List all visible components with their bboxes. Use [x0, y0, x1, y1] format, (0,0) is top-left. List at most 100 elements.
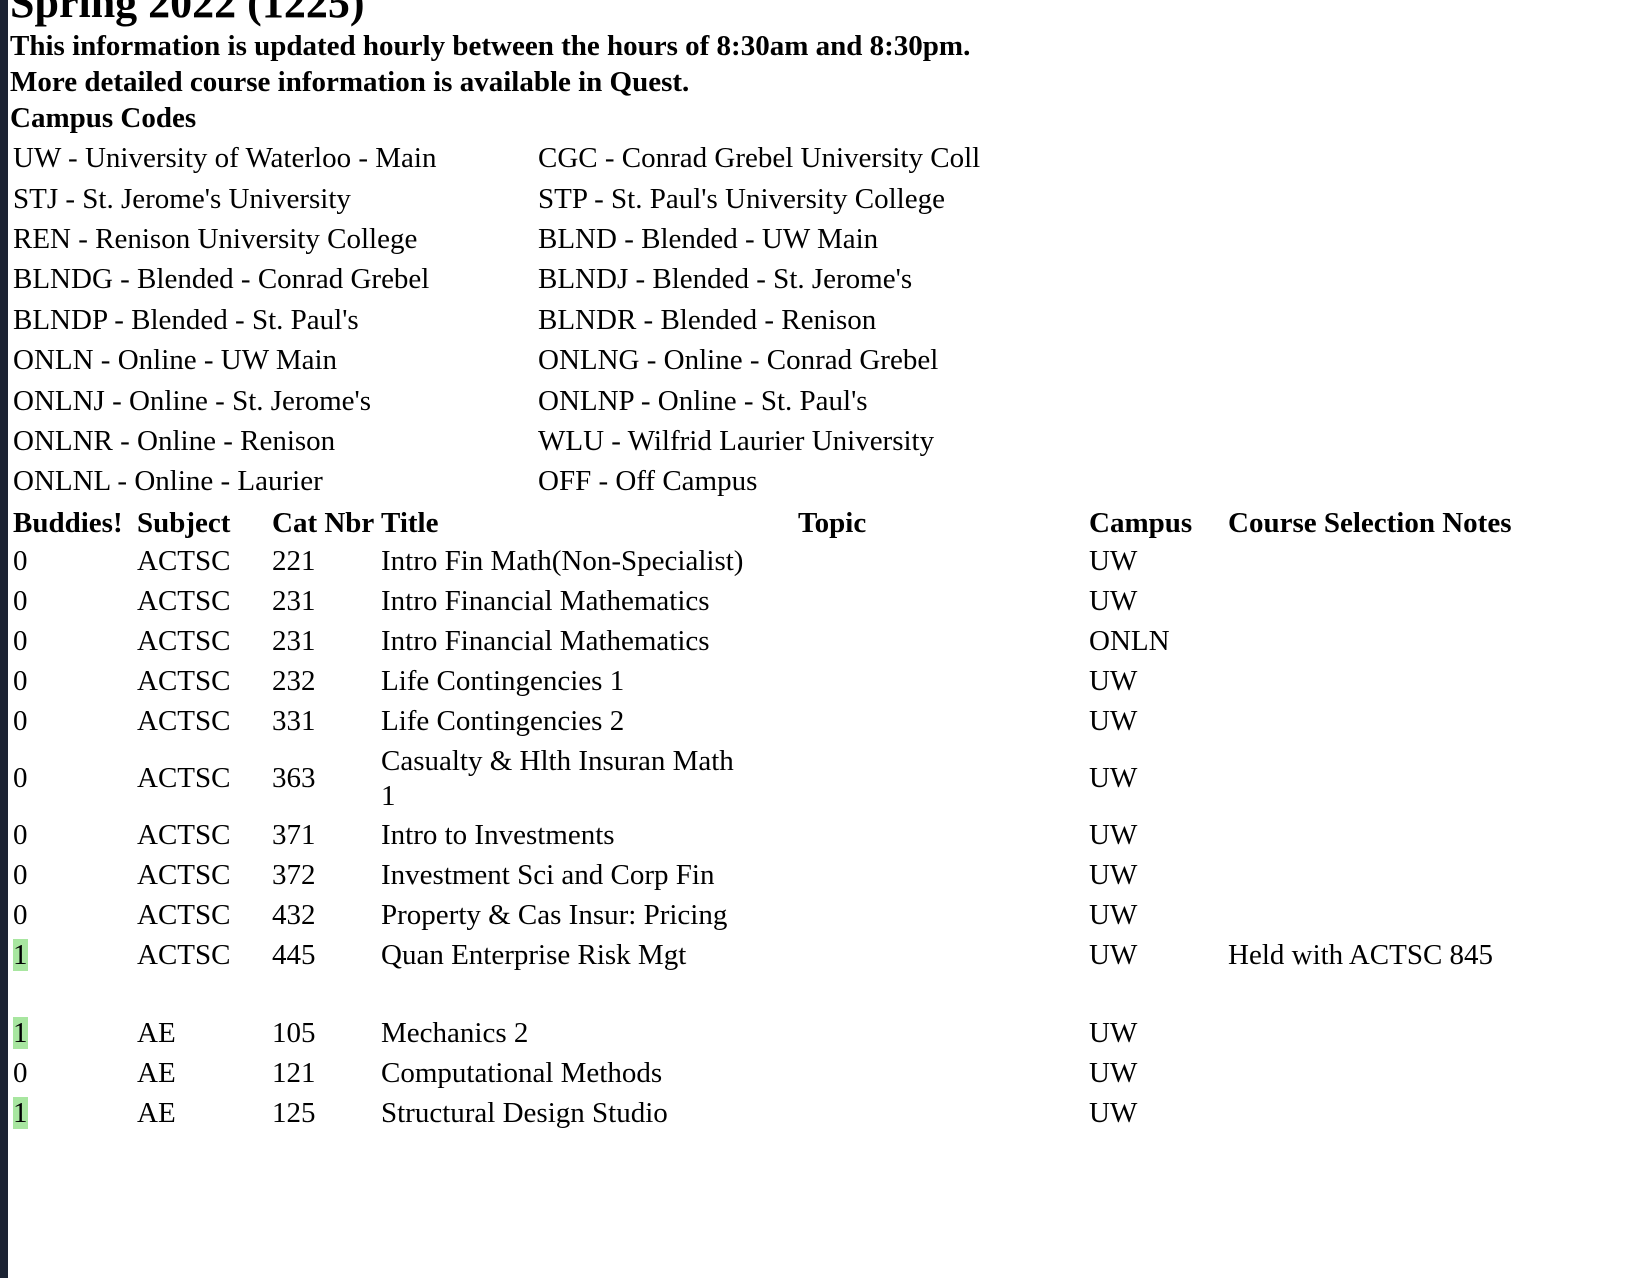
table-row: 0 AE 121 Computational Methods UW [10, 1054, 1610, 1094]
buddies-value: 1 [13, 1097, 28, 1130]
header-subject[interactable]: Subject [137, 506, 231, 539]
row-spacer [10, 976, 1610, 1014]
buddies-count[interactable]: 1 [10, 936, 134, 976]
buddies-count[interactable]: 1 [10, 1014, 134, 1054]
campus-cell: UW [1089, 762, 1138, 795]
campus-code-entry: WLU - Wilfrid Laurier University [538, 424, 935, 457]
topic-cell [758, 856, 1086, 896]
title-cell: Mechanics 2 [381, 1017, 529, 1050]
campus-code-entry: ONLN - Online - UW Main [13, 344, 338, 377]
table-row: 1 AE 125 Structural Design Studio UW [10, 1094, 1610, 1134]
buddies-count[interactable]: 0 [10, 702, 134, 742]
campus-code-entry: BLNDR - Blended - Renison [538, 303, 877, 336]
campus-code-row: ONLNJ - Online - St. Jerome's ONLNP - Onl… [10, 380, 982, 420]
buddies-value: 1 [13, 939, 28, 972]
buddies-count[interactable]: 0 [10, 542, 134, 582]
cat-nbr-cell: 445 [272, 939, 316, 972]
subject-cell: ACTSC [137, 762, 231, 795]
buddies-value: 0 [13, 819, 28, 852]
buddies-count[interactable]: 0 [10, 662, 134, 702]
topic-cell [758, 742, 1086, 816]
campus-cell: ONLN [1089, 625, 1170, 658]
campus-code-entry: ONLNP - Online - St. Paul's [538, 384, 868, 417]
notes-cell [1225, 816, 1610, 856]
table-row: 0 ACTSC 231 Intro Financial Mathematics UW [10, 582, 1610, 622]
campus-cell: UW [1089, 819, 1138, 852]
cat-nbr-cell: 221 [272, 545, 316, 578]
campus-code-entry: OFF - Off Campus [538, 465, 758, 498]
notes-cell [1225, 1054, 1610, 1094]
title-cell: Intro Financial Mathematics [381, 625, 710, 658]
campus-code-entry: BLND - Blended - UW Main [538, 222, 879, 255]
buddies-value: 0 [13, 859, 28, 892]
header-campus[interactable]: Campus [1089, 506, 1193, 539]
table-row: 0 ACTSC 232 Life Contingencies 1 UW [10, 662, 1610, 702]
table-row: 1 ACTSC 445 Quan Enterprise Risk Mgt UW Held … [10, 936, 1610, 976]
campus-code-row: UW - University of Waterloo - Main CGC - … [10, 138, 982, 178]
table-row: 0 ACTSC 231 Intro Financial Mathematics ONLN [10, 622, 1610, 662]
notes-cell: Held with ACTSC 845 [1228, 939, 1494, 972]
buddies-count[interactable]: 0 [10, 896, 134, 936]
buddies-count[interactable]: 0 [10, 742, 134, 816]
subject-cell: AE [137, 1097, 176, 1130]
topic-cell [758, 936, 1086, 976]
cat-nbr-cell: 371 [272, 819, 316, 852]
subject-cell: ACTSC [137, 705, 231, 738]
topic-cell [758, 622, 1086, 662]
header-topic[interactable]: Topic [798, 506, 867, 539]
info-line-quest: More detailed course information is avai… [10, 66, 690, 98]
table-header-row: Buddies! Subject Cat Nbr Title Topic Cam… [10, 504, 1610, 542]
table-row: 0 ACTSC 221 Intro Fin Math(Non-Specialist) U… [10, 542, 1610, 582]
topic-cell [758, 582, 1086, 622]
notes-cell [1225, 1014, 1610, 1054]
campus-code-row: BLNDG - Blended - Conrad Grebel BLNDJ - B… [10, 259, 982, 299]
buddies-count[interactable]: 0 [10, 816, 134, 856]
info-line-update: This information is updated hourly betwe… [10, 30, 971, 62]
header-buddies[interactable]: Buddies! [13, 506, 123, 539]
buddies-count[interactable]: 0 [10, 622, 134, 662]
buddies-value: 0 [13, 625, 28, 658]
campus-code-row: BLNDP - Blended - St. Paul's BLNDR - Blen… [10, 300, 982, 340]
cat-nbr-cell: 232 [272, 665, 316, 698]
topic-cell [758, 1014, 1086, 1054]
buddies-count[interactable]: 1 [10, 1094, 134, 1134]
header-notes[interactable]: Course Selection Notes [1228, 506, 1512, 539]
subject-cell: AE [137, 1057, 176, 1090]
buddies-count[interactable]: 0 [10, 1054, 134, 1094]
campus-cell: UW [1089, 585, 1138, 618]
subject-cell: ACTSC [137, 939, 231, 972]
topic-cell [758, 702, 1086, 742]
header-title[interactable]: Title [381, 506, 439, 539]
buddies-value: 0 [13, 705, 28, 738]
table-row: 0 ACTSC 372 Investment Sci and Corp Fin UW [10, 856, 1610, 896]
courses-table: Buddies! Subject Cat Nbr Title Topic Cam… [10, 504, 1610, 1134]
campus-code-entry: BLNDG - Blended - Conrad Grebel [13, 263, 430, 296]
subject-cell: ACTSC [137, 585, 231, 618]
window-edge [0, 0, 8, 1278]
campus-code-row: STJ - St. Jerome's University STP - St. P… [10, 178, 982, 218]
topic-cell [758, 896, 1086, 936]
campus-code-row: ONLNL - Online - Laurier OFF - Off Campus [10, 461, 982, 501]
buddies-count[interactable]: 0 [10, 582, 134, 622]
buddies-value: 0 [13, 665, 28, 698]
cat-nbr-cell: 372 [272, 859, 316, 892]
campus-code-row: ONLNR - Online - Renison WLU - Wilfrid La… [10, 421, 982, 461]
cat-nbr-cell: 105 [272, 1017, 316, 1050]
campus-cell: UW [1089, 1057, 1138, 1090]
notes-cell [1225, 622, 1610, 662]
campus-code-entry: ONLNL - Online - Laurier [13, 465, 323, 498]
campus-code-entry: STJ - St. Jerome's University [13, 182, 351, 215]
subject-cell: ACTSC [137, 899, 231, 932]
title-cell: Intro to Investments [381, 819, 615, 852]
cat-nbr-cell: 121 [272, 1057, 316, 1090]
buddies-count[interactable]: 0 [10, 856, 134, 896]
header-cat-nbr[interactable]: Cat Nbr [272, 506, 375, 539]
cat-nbr-cell: 363 [272, 762, 316, 795]
spacer-cell [10, 976, 1610, 1014]
notes-cell [1225, 662, 1610, 702]
campus-codes-heading: Campus Codes [10, 102, 197, 134]
campus-code-entry: ONLNR - Online - Renison [13, 424, 336, 457]
buddies-value: 1 [13, 1017, 28, 1050]
cat-nbr-cell: 125 [272, 1097, 316, 1130]
campus-codes-table: UW - University of Waterloo - Main CGC - … [10, 138, 982, 502]
